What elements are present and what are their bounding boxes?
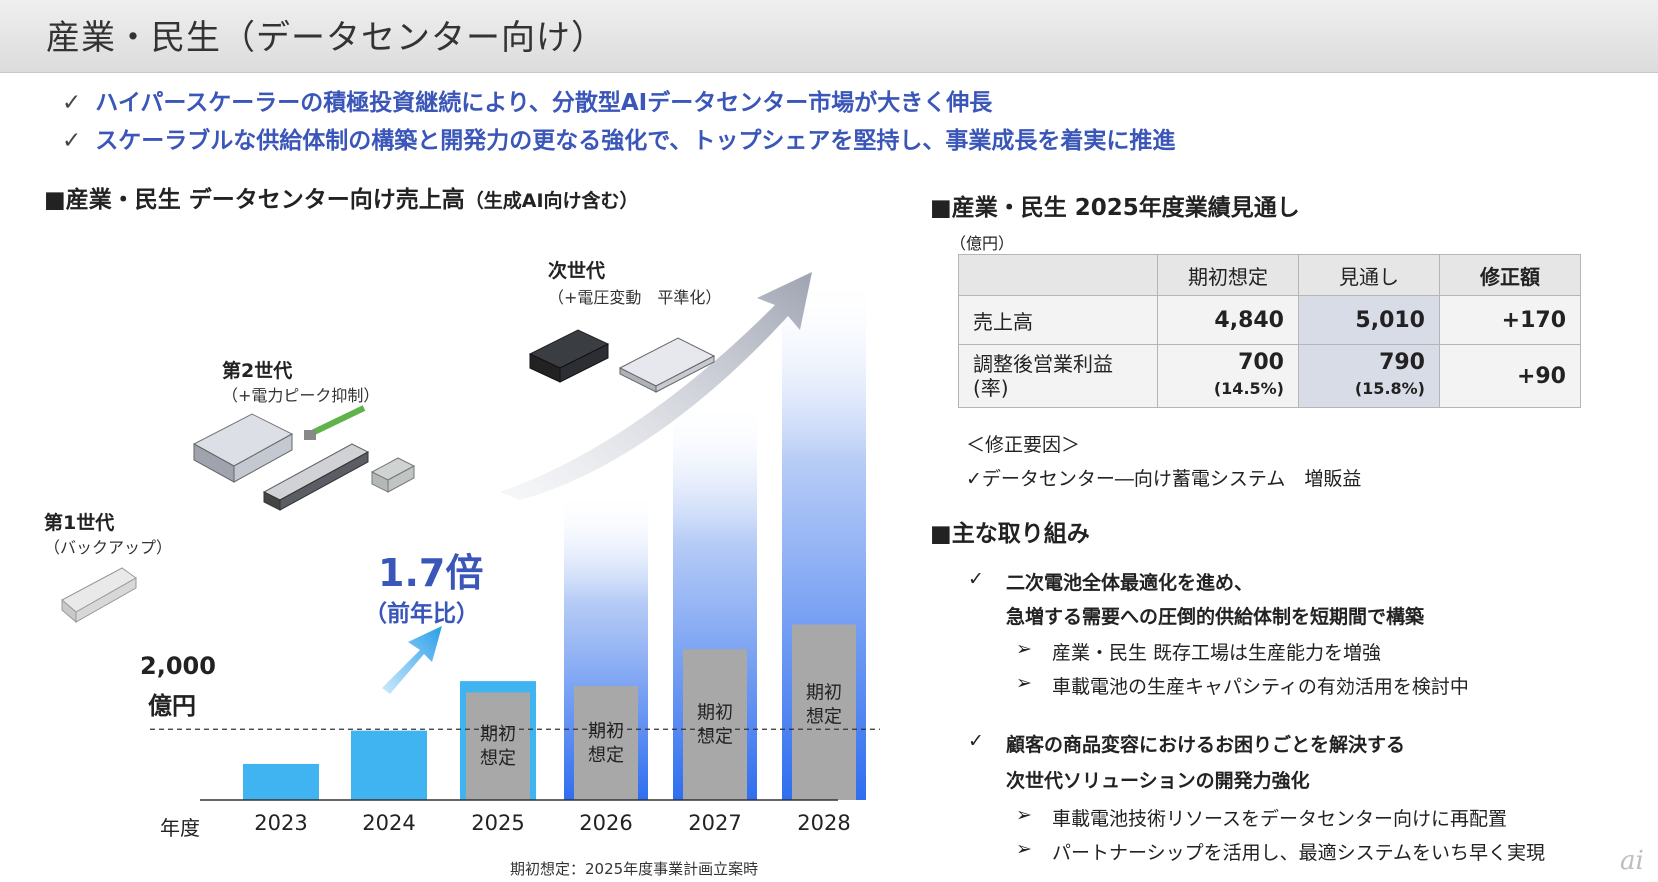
next-gen-sub: （+電圧変動 平準化） xyxy=(548,288,722,307)
initiative-line: 顧客の商品変容におけるお困りごとを解決する xyxy=(1006,734,1406,756)
bar-label-2026: 想定 xyxy=(588,745,624,766)
bullet-text: ハイパースケーラーの積極投資継続により、分散型AIデータセンター市場が大きく伸長 xyxy=(95,90,993,116)
chevron-right-icon: ➢ xyxy=(1016,638,1032,660)
brand-logo: ai xyxy=(1620,846,1644,876)
sales-section-title-text: ■産業・民生 データセンター向け売上高 xyxy=(44,187,465,213)
table-header-row: 期初想定 見通し 修正額 xyxy=(958,254,1581,296)
actual-bar-2024 xyxy=(351,730,427,800)
x-tick-2027: 2027 xyxy=(688,811,741,835)
table-header-cell xyxy=(958,254,1158,296)
growth-up-arrow xyxy=(382,626,442,694)
row-label: 売上高 xyxy=(958,295,1158,345)
bar-label-2027: 想定 xyxy=(697,727,733,748)
initiative-sub-item: 車載電池の生産キャパシティの有効活用を検討中 xyxy=(1052,676,1469,698)
footnote: 期初想定：2025年度事業計画立案時 xyxy=(510,860,759,878)
table-row: 売上高 4,840 5,010 +170 xyxy=(958,295,1581,345)
page-title: 産業・民生（データセンター向け） xyxy=(46,18,606,58)
bar-label-2028: 期初 xyxy=(806,682,842,703)
sales-section-title: ■産業・民生 データセンター向け売上高（生成AI向け含む） xyxy=(44,180,639,214)
reference-unit-label: 億円 xyxy=(148,692,196,720)
initiative-sub-item: パートナーシップを活用し、最適システムをいち早く実現 xyxy=(1052,842,1546,864)
check-icon: ✓ xyxy=(62,128,82,154)
summary-bullet: ✓ スケーラブルな供給体制の構築と開発力の更なる強化で、トップシェアを堅持し、事業… xyxy=(62,122,1175,160)
initial-value: 700 xyxy=(1238,350,1284,375)
revision-value: +90 xyxy=(1439,344,1581,408)
x-tick-2026: 2026 xyxy=(579,811,632,835)
growth-trend-arrow xyxy=(500,272,812,500)
bars xyxy=(243,624,856,800)
growth-note: （前年比） xyxy=(364,601,479,627)
table-header-cell: 修正額 xyxy=(1439,254,1581,296)
summary-bullet: ✓ ハイパースケーラーの積極投資継続により、分散型AIデータセンター市場が大きく伸… xyxy=(62,84,1175,122)
revision-factors-title: ＜修正要因＞ xyxy=(966,434,1081,456)
initial-plan-bar-2027 xyxy=(683,649,747,800)
sales-section-note: （生成AI向け含む） xyxy=(464,190,639,212)
forecast-table: 期初想定 見通し 修正額 売上高 4,840 5,010 +170 調整後営業利… xyxy=(958,254,1581,408)
check-icon: ✓ xyxy=(968,568,984,590)
row-label: 調整後営業利益 (率) xyxy=(958,344,1158,408)
next-gen-battery-image xyxy=(528,329,716,393)
gen2-battery-image xyxy=(192,405,416,511)
bar-label-2025: 期初 xyxy=(480,724,516,745)
bar-label-2026: 期初 xyxy=(588,721,624,742)
initial-plan-bar-2026 xyxy=(574,686,638,800)
bar-label-2025: 想定 xyxy=(480,748,516,769)
outlook-cell: 790 (15.8%) xyxy=(1298,344,1440,408)
revision-factor-item: ✓データセンター―向け蓄電システム 増販益 xyxy=(966,468,1362,490)
table-header-cell: 見通し xyxy=(1298,254,1440,296)
x-tick-2025: 2025 xyxy=(471,811,524,835)
initial-cell: 700 (14.5%) xyxy=(1157,344,1299,408)
gen2-title: 第2世代 xyxy=(222,360,293,382)
chevron-right-icon: ➢ xyxy=(1016,672,1032,694)
initiative-sub-item: 産業・民生 既存工場は生産能力を増強 xyxy=(1052,642,1382,664)
initial-plan-bar-2028 xyxy=(792,624,856,800)
initial-plan-bar-2025 xyxy=(466,692,530,800)
chevron-right-icon: ➢ xyxy=(1016,838,1032,860)
x-tick-2024: 2024 xyxy=(362,811,415,835)
gen2-sub: （+電力ピーク抑制） xyxy=(222,386,380,405)
initial-value: 4,840 xyxy=(1157,295,1299,345)
table-row: 調整後営業利益 (率) 700 (14.5%) 790 (15.8%) +90 xyxy=(958,344,1581,408)
gen1-title: 第1世代 xyxy=(44,512,115,534)
forecast-unit: （億円） xyxy=(950,234,1015,253)
forecast-section-title: ■産業・民生 2025年度業績見通し xyxy=(930,195,1300,221)
initiative-line: 二次電池全体最適化を進め、 xyxy=(1006,572,1254,594)
x-tick-2028: 2028 xyxy=(797,811,850,835)
summary-bullets: ✓ ハイパースケーラーの積極投資継続により、分散型AIデータセンター市場が大きく伸… xyxy=(62,84,1175,160)
title-bar: 産業・民生（データセンター向け） xyxy=(0,0,1658,73)
initiative-line: 次世代ソリューションの開発力強化 xyxy=(1006,770,1310,792)
growth-multiplier: 1.7倍 xyxy=(378,551,484,595)
next-gen-title: 次世代 xyxy=(548,260,606,282)
gen1-sub: （バックアップ） xyxy=(44,538,173,557)
reference-value-label: 2,000 xyxy=(140,652,216,680)
x-tick-labels: 2023 2024 2025 2026 2027 2028 xyxy=(254,811,850,835)
outlook-pct: (15.8%) xyxy=(1354,379,1425,398)
actual-bar-2023 xyxy=(243,763,319,800)
table-header-cell: 期初想定 xyxy=(1157,254,1299,296)
initiative-sub-item: 車載電池技術リソースをデータセンター向けに再配置 xyxy=(1052,808,1508,830)
x-tick-2023: 2023 xyxy=(254,811,307,835)
check-icon: ✓ xyxy=(968,730,984,752)
outlook-value: 790 xyxy=(1379,350,1425,375)
initiative-line: 急増する需要への圧倒的供給体制を短期間で構築 xyxy=(1006,606,1425,628)
bar-label-2027: 期初 xyxy=(697,703,733,724)
check-icon: ✓ xyxy=(62,90,82,116)
gen1-battery-image xyxy=(61,567,137,624)
chevron-right-icon: ➢ xyxy=(1016,804,1032,826)
bullet-text: スケーラブルな供給体制の構築と開発力の更なる強化で、トップシェアを堅持し、事業成… xyxy=(95,128,1176,154)
outlook-value: 5,010 xyxy=(1298,295,1440,345)
initiatives-section-title: ■主な取り組み xyxy=(930,521,1090,547)
initial-pct: (14.5%) xyxy=(1213,379,1284,398)
x-axis-label: 年度 xyxy=(160,816,200,840)
revision-value: +170 xyxy=(1439,295,1581,345)
bar-label-2028: 想定 xyxy=(806,706,842,727)
